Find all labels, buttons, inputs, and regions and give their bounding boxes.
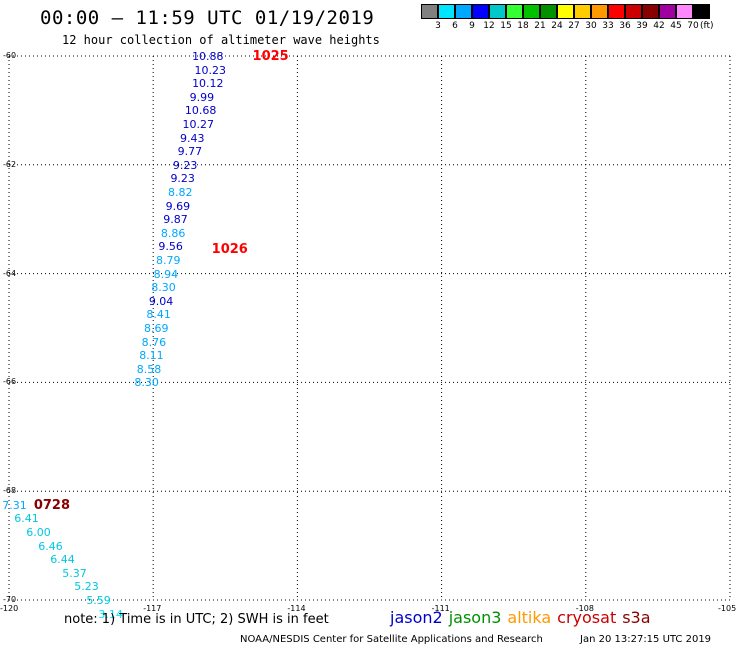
scale-swatch: [472, 4, 489, 19]
satellite-legend-s3a: s3a: [622, 608, 651, 627]
swh-value: 10.23: [194, 63, 226, 77]
swh-value: 9.04: [148, 294, 174, 308]
scale-label: 42: [653, 21, 665, 31]
pass-time-label: 1026: [211, 242, 248, 258]
satellite-legend-jason3: jason3: [448, 608, 502, 627]
scale-swatch: [557, 4, 574, 19]
scale-label: 24: [551, 21, 563, 31]
swh-value: 9.23: [172, 158, 198, 172]
scale-label: 9: [469, 21, 475, 31]
swh-value: 5.23: [74, 580, 99, 594]
swh-value: 8.58: [136, 362, 162, 376]
swh-value: 8.76: [141, 335, 167, 349]
swh-value: 9.69: [165, 199, 191, 213]
generated-timestamp: Jan 20 13:27:15 UTC 2019: [580, 634, 712, 645]
footer-note: note: 1) Time is in UTC; 2) SWH is in fe…: [64, 612, 329, 627]
scale-label: 21: [534, 21, 546, 31]
scale-swatch: [574, 4, 591, 19]
swh-value: 9.87: [163, 213, 188, 227]
scale-label: 27: [568, 21, 580, 31]
map-title: 00:00 – 11:59 UTC 01/19/2019: [40, 7, 375, 29]
scale-swatch: [659, 4, 676, 19]
swh-value: 8.30: [134, 376, 159, 390]
scale-label: 12: [483, 21, 495, 31]
satellite-legend-jason2: jason2: [390, 608, 443, 627]
pass-time-label: 1025: [252, 49, 289, 64]
scale-swatch: [438, 4, 455, 19]
scale-swatch: [540, 4, 557, 19]
scale-label: 18: [517, 21, 529, 31]
satellite-legend-cryosat: cryosat: [557, 608, 617, 627]
swh-value: 9.23: [170, 172, 195, 186]
swh-value: 9.43: [180, 131, 205, 145]
lon-tick-label: -108: [575, 604, 594, 613]
lat-tick-label: -66: [3, 377, 17, 387]
swh-value: 8.79: [156, 254, 181, 267]
pass-time-label: 0728: [33, 497, 71, 513]
swh-value: 6.44: [50, 553, 75, 567]
swh-value: 9.56: [158, 240, 183, 254]
lat-tick-label: -68: [3, 486, 17, 496]
credit-text: NOAA/NESDIS Center for Satellite Applica…: [240, 634, 543, 645]
scale-label: 45: [670, 21, 682, 31]
map-subtitle: 12 hour collection of altimeter wave hei…: [62, 33, 380, 47]
satellite-legend-altika: altika: [507, 608, 552, 627]
swh-value: 6.46: [38, 539, 63, 553]
map-plot-area: [8, 55, 731, 601]
scale-swatch: [421, 4, 438, 19]
swh-value: 6.00: [26, 526, 51, 539]
lon-tick-label: -105: [718, 604, 737, 613]
swh-value: 10.27: [182, 118, 214, 131]
scale-label: 15: [500, 21, 512, 31]
scale-swatch: [489, 4, 506, 19]
swh-value: 8.82: [168, 186, 193, 199]
scale-swatch: [676, 4, 693, 19]
scale-label: 6: [452, 21, 458, 31]
scale-swatch: [523, 4, 540, 19]
swh-value: 8.30: [151, 281, 176, 295]
swh-value: 10.12: [192, 77, 224, 91]
scale-swatch: [455, 4, 472, 19]
lon-tick-label: -111: [431, 604, 450, 613]
scale-unit: (ft): [700, 21, 714, 31]
lon-tick-label: -120: [0, 604, 19, 613]
swh-value: 8.86: [160, 226, 186, 240]
scale-label: 36: [619, 21, 631, 31]
swh-value: 8.41: [146, 308, 171, 322]
lon-tick-label: -117: [143, 604, 162, 613]
swh-value: 8.69: [144, 322, 169, 335]
lat-tick-label: -62: [3, 159, 17, 169]
scale-swatch: [693, 4, 710, 19]
lat-tick-label: -60: [3, 51, 17, 60]
swh-value: 7.31: [2, 498, 27, 512]
scale-swatch: [625, 4, 642, 19]
lon-tick-label: -114: [287, 604, 306, 613]
swh-value: 3.14: [98, 607, 123, 621]
graticule-grid: [8, 55, 731, 601]
scale-swatch: [642, 4, 659, 19]
scale-label: 39: [636, 21, 648, 31]
scale-swatch: [506, 4, 523, 19]
satellite-legend: jason2 jason3 altika cryosat s3a: [390, 608, 657, 627]
swh-value: 5.37: [62, 566, 87, 580]
swh-value: 9.99: [189, 90, 215, 104]
scale-swatch: [591, 4, 608, 19]
swh-value: 8.11: [139, 349, 164, 363]
swh-value: 8.94: [153, 267, 179, 281]
scale-label: 30: [585, 21, 597, 31]
scale-label: 70: [687, 21, 699, 31]
scale-label: 3: [435, 21, 441, 31]
scale-swatch: [608, 4, 625, 19]
swh-value: 10.88: [192, 50, 224, 63]
lat-tick-label: -70: [3, 595, 17, 604]
swh-value: 6.41: [14, 512, 39, 526]
scale-label: 33: [602, 21, 614, 31]
lat-tick-label: -64: [3, 268, 17, 278]
swh-value: 10.68: [184, 104, 217, 118]
swh-value: 5.59: [86, 594, 111, 607]
swh-value: 9.77: [177, 145, 203, 159]
